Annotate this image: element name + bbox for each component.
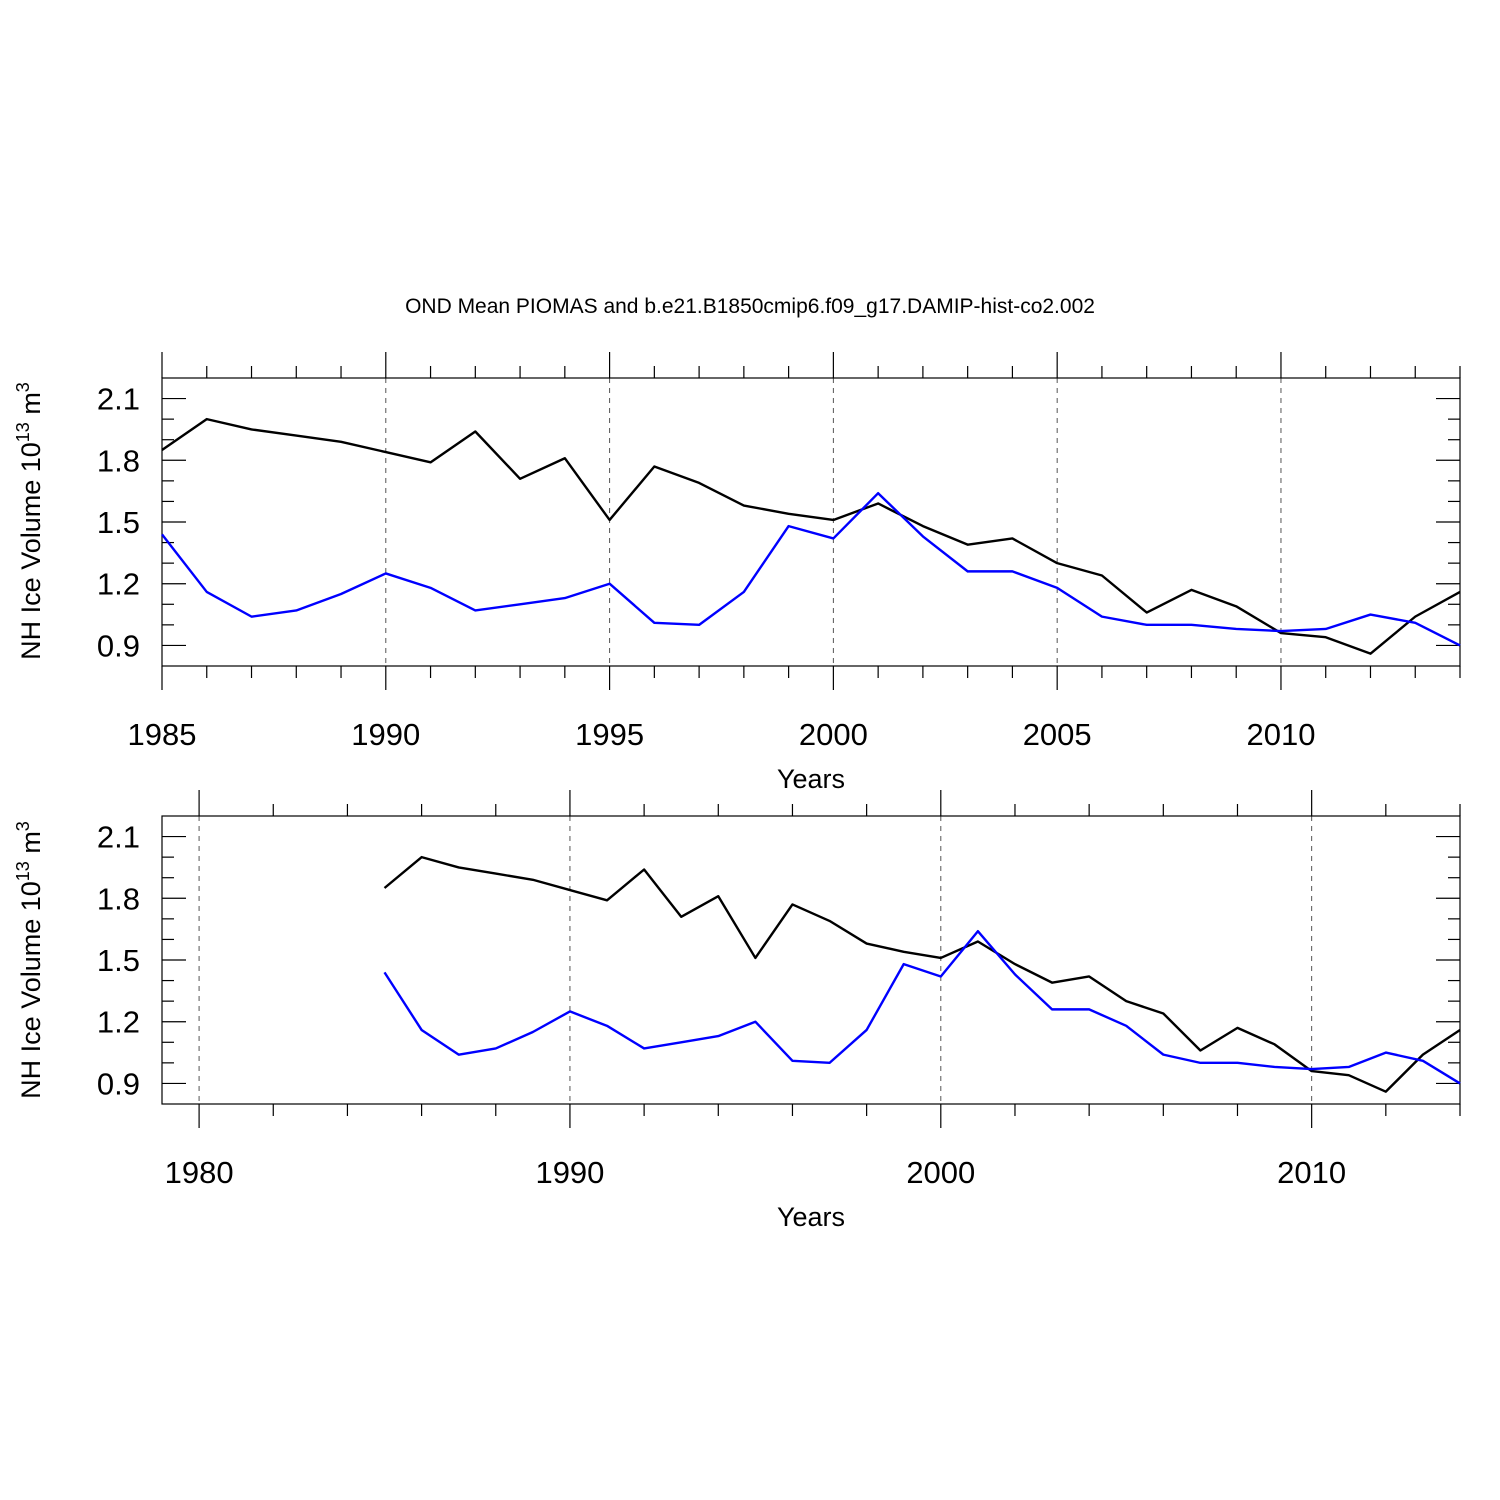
x-tick-label: 1990 [535, 1155, 604, 1190]
series-line-model [161, 492, 1461, 647]
x-tick-label: 1995 [575, 717, 644, 752]
y-tick-label: 1.2 [97, 567, 140, 602]
x-tick-label: 2000 [799, 717, 868, 752]
series-line-piomas [161, 417, 1461, 655]
x-tick-label: 1980 [165, 1155, 234, 1190]
y-tick-label: 1.5 [97, 943, 140, 978]
x-tick-label: 2010 [1277, 1155, 1346, 1190]
x-tick-label: 2005 [1023, 717, 1092, 752]
series-line-piomas [383, 855, 1461, 1093]
series-line-model [383, 930, 1461, 1085]
y-tick-label: 0.9 [97, 628, 140, 663]
x-tick-label: 1985 [128, 717, 197, 752]
x-tick-label: 2010 [1246, 717, 1315, 752]
y-tick-label: 2.1 [97, 820, 140, 855]
y-tick-label: 1.8 [97, 881, 140, 916]
x-tick-label: 1990 [351, 717, 420, 752]
x-axis-label: Years [777, 764, 845, 794]
y-tick-label: 1.2 [97, 1005, 140, 1040]
y-axis-label: NH Ice Volume 1013 m3 [13, 821, 46, 1099]
y-tick-label: 1.8 [97, 443, 140, 478]
y-tick-label: 1.5 [97, 505, 140, 540]
y-tick-label: 0.9 [97, 1066, 140, 1101]
panel-top: 1985 1990 1995 2000 2005 2010 0.9 1.2 1.5 1.8 2.1 Y… [13, 352, 1461, 794]
x-axis-label: Years [777, 1202, 845, 1232]
figure-title: OND Mean PIOMAS and b.e21.B1850cmip6.f09… [405, 295, 1095, 318]
panel-bottom: 1980 1990 2000 2010 0.9 1.2 1.5 1.8 2.1 Years NH I… [13, 790, 1461, 1232]
x-tick-label: 2000 [906, 1155, 975, 1190]
y-tick-label: 2.1 [97, 382, 140, 417]
y-axis-label: NH Ice Volume 1013 m3 [13, 382, 46, 660]
